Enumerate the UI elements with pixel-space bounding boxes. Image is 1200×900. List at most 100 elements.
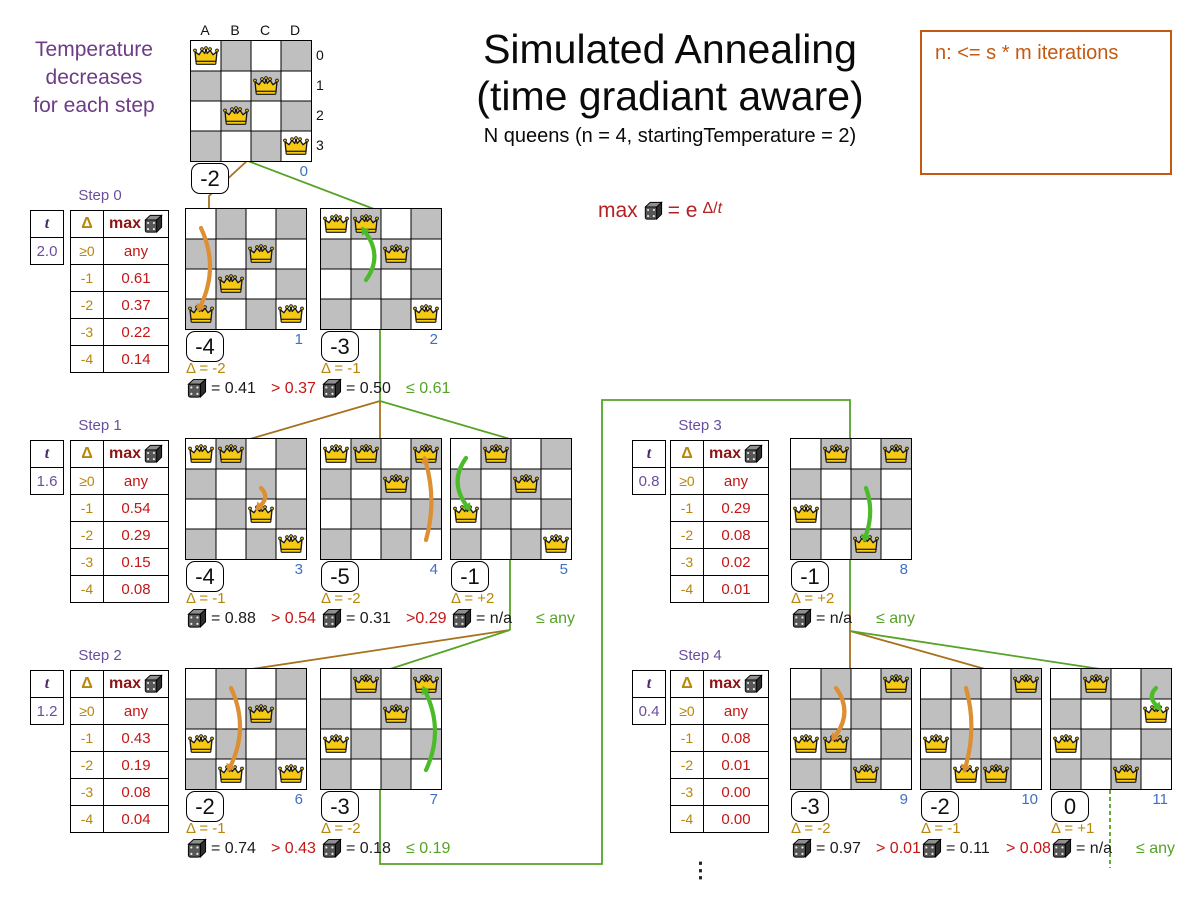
dice-icon <box>187 608 207 629</box>
delta-cell: -1 <box>670 494 704 522</box>
queen-icon <box>283 136 309 155</box>
queen-icon <box>323 214 349 233</box>
chessboard-11 <box>1050 668 1172 790</box>
move-arrow-head <box>461 502 471 512</box>
delta-cell: ≥0 <box>70 697 104 725</box>
queen-icon <box>253 76 279 95</box>
dice-result-row: = 0.41 <box>186 378 256 399</box>
dice-value: = 0.31 <box>346 609 391 627</box>
dice-icon <box>922 838 942 859</box>
max-probability-cell: any <box>103 237 169 265</box>
score-badge: -1 <box>451 561 489 592</box>
delta-cell: -4 <box>70 805 104 833</box>
dice-result-row: = 0.88 <box>186 608 256 629</box>
delta-label: Δ = +1 <box>1051 820 1095 837</box>
t-value: 1.6 <box>30 467 64 495</box>
max-probability-cell: any <box>703 697 769 725</box>
dice-value: = n/a <box>816 609 853 627</box>
delta-cell: -4 <box>670 575 704 603</box>
queen-icon <box>823 444 849 463</box>
max-header-label: max <box>108 215 142 232</box>
delta-label: Δ = -1 <box>186 820 226 837</box>
dice-icon <box>322 608 342 629</box>
move-arrow-head <box>961 763 971 773</box>
delta-label: Δ = -1 <box>186 590 226 607</box>
board-index: 5 <box>559 561 568 578</box>
max-probability-cell: any <box>103 467 169 495</box>
queen-icon <box>278 304 304 323</box>
t-header: t <box>632 440 666 468</box>
score-badge: -3 <box>791 791 829 822</box>
queen-icon <box>453 504 479 523</box>
step-label: Step 0 <box>78 187 122 204</box>
queen-icon <box>513 474 539 493</box>
queen-icon <box>383 244 409 263</box>
dice-result-row: = 0.50 <box>321 378 391 399</box>
temperature-note-line: Temperature <box>35 38 153 61</box>
move-arrow-head <box>861 533 871 543</box>
queen-icon <box>248 704 274 723</box>
step-label: Step 3 <box>678 417 722 434</box>
accepted-branch-line <box>389 629 511 670</box>
delta-label: Δ = -1 <box>321 360 361 377</box>
rejected-branch-line <box>208 159 249 210</box>
max-probability-cell: 0.15 <box>103 548 169 576</box>
score-badge: -5 <box>321 561 359 592</box>
row-label: 0 <box>316 47 324 63</box>
dice-icon <box>452 608 472 629</box>
queen-icon <box>248 244 274 263</box>
delta-label: Δ = -2 <box>321 590 361 607</box>
move-arrow <box>833 685 847 738</box>
dice-value: = 0.11 <box>946 839 990 857</box>
threshold-label: > 0.54 <box>271 610 316 627</box>
board-index: 7 <box>429 791 438 808</box>
queen-icon <box>218 444 244 463</box>
dice-icon <box>187 838 207 859</box>
dice-icon <box>187 378 207 399</box>
queen-icon <box>188 734 214 753</box>
max-probability-cell: 0.01 <box>703 575 769 603</box>
board-index: 11 <box>1152 791 1168 808</box>
chessboard-10 <box>920 668 1042 790</box>
move-arrow <box>423 690 438 773</box>
temperature-table: t 1.2 <box>30 670 64 725</box>
step-label: Step 1 <box>78 417 122 434</box>
threshold-label: ≤ any <box>876 610 916 627</box>
chessboard-2 <box>320 208 442 330</box>
queen-icon <box>383 704 409 723</box>
queen-icon <box>983 764 1009 783</box>
max-probability-cell: 0.43 <box>103 724 169 752</box>
step-label: Step 2 <box>78 647 122 664</box>
max-probability-cell: 0.29 <box>703 494 769 522</box>
t-value: 1.2 <box>30 697 64 725</box>
dice-result-row: = n/a <box>451 608 512 629</box>
dice-result-row: = n/a <box>1051 838 1112 859</box>
move-arrow-head <box>196 302 206 313</box>
delta-cell: ≥0 <box>70 467 104 495</box>
score-badge: -3 <box>321 791 359 822</box>
page-subtitle: N queens (n = 4, startingTemperature = 2… <box>483 125 857 147</box>
delta-cell: -3 <box>670 778 704 806</box>
delta-cell: -4 <box>670 805 704 833</box>
max-probability-cell: 0.54 <box>103 494 169 522</box>
score-badge: 0 <box>1051 791 1089 822</box>
max-probability-cell: 0.02 <box>703 548 769 576</box>
max-probability-cell: 0.19 <box>103 751 169 779</box>
max-probability-cell: 0.08 <box>103 778 169 806</box>
max-probability-cell: 0.04 <box>103 805 169 833</box>
queen-icon <box>223 106 249 125</box>
chessboard-6 <box>185 668 307 790</box>
rejected-branch-line <box>251 629 511 670</box>
move-arrow-head <box>226 762 236 773</box>
max-probability-cell: 0.08 <box>703 724 769 752</box>
acceptance-formula: max = e Δ/t <box>598 199 722 223</box>
dice-value: = 0.97 <box>816 839 861 857</box>
row-label: 2 <box>316 107 324 123</box>
dice-icon <box>744 444 763 464</box>
chessboard-0 <box>190 40 312 162</box>
t-value: 0.4 <box>632 697 666 725</box>
chessboard-7 <box>320 668 442 790</box>
